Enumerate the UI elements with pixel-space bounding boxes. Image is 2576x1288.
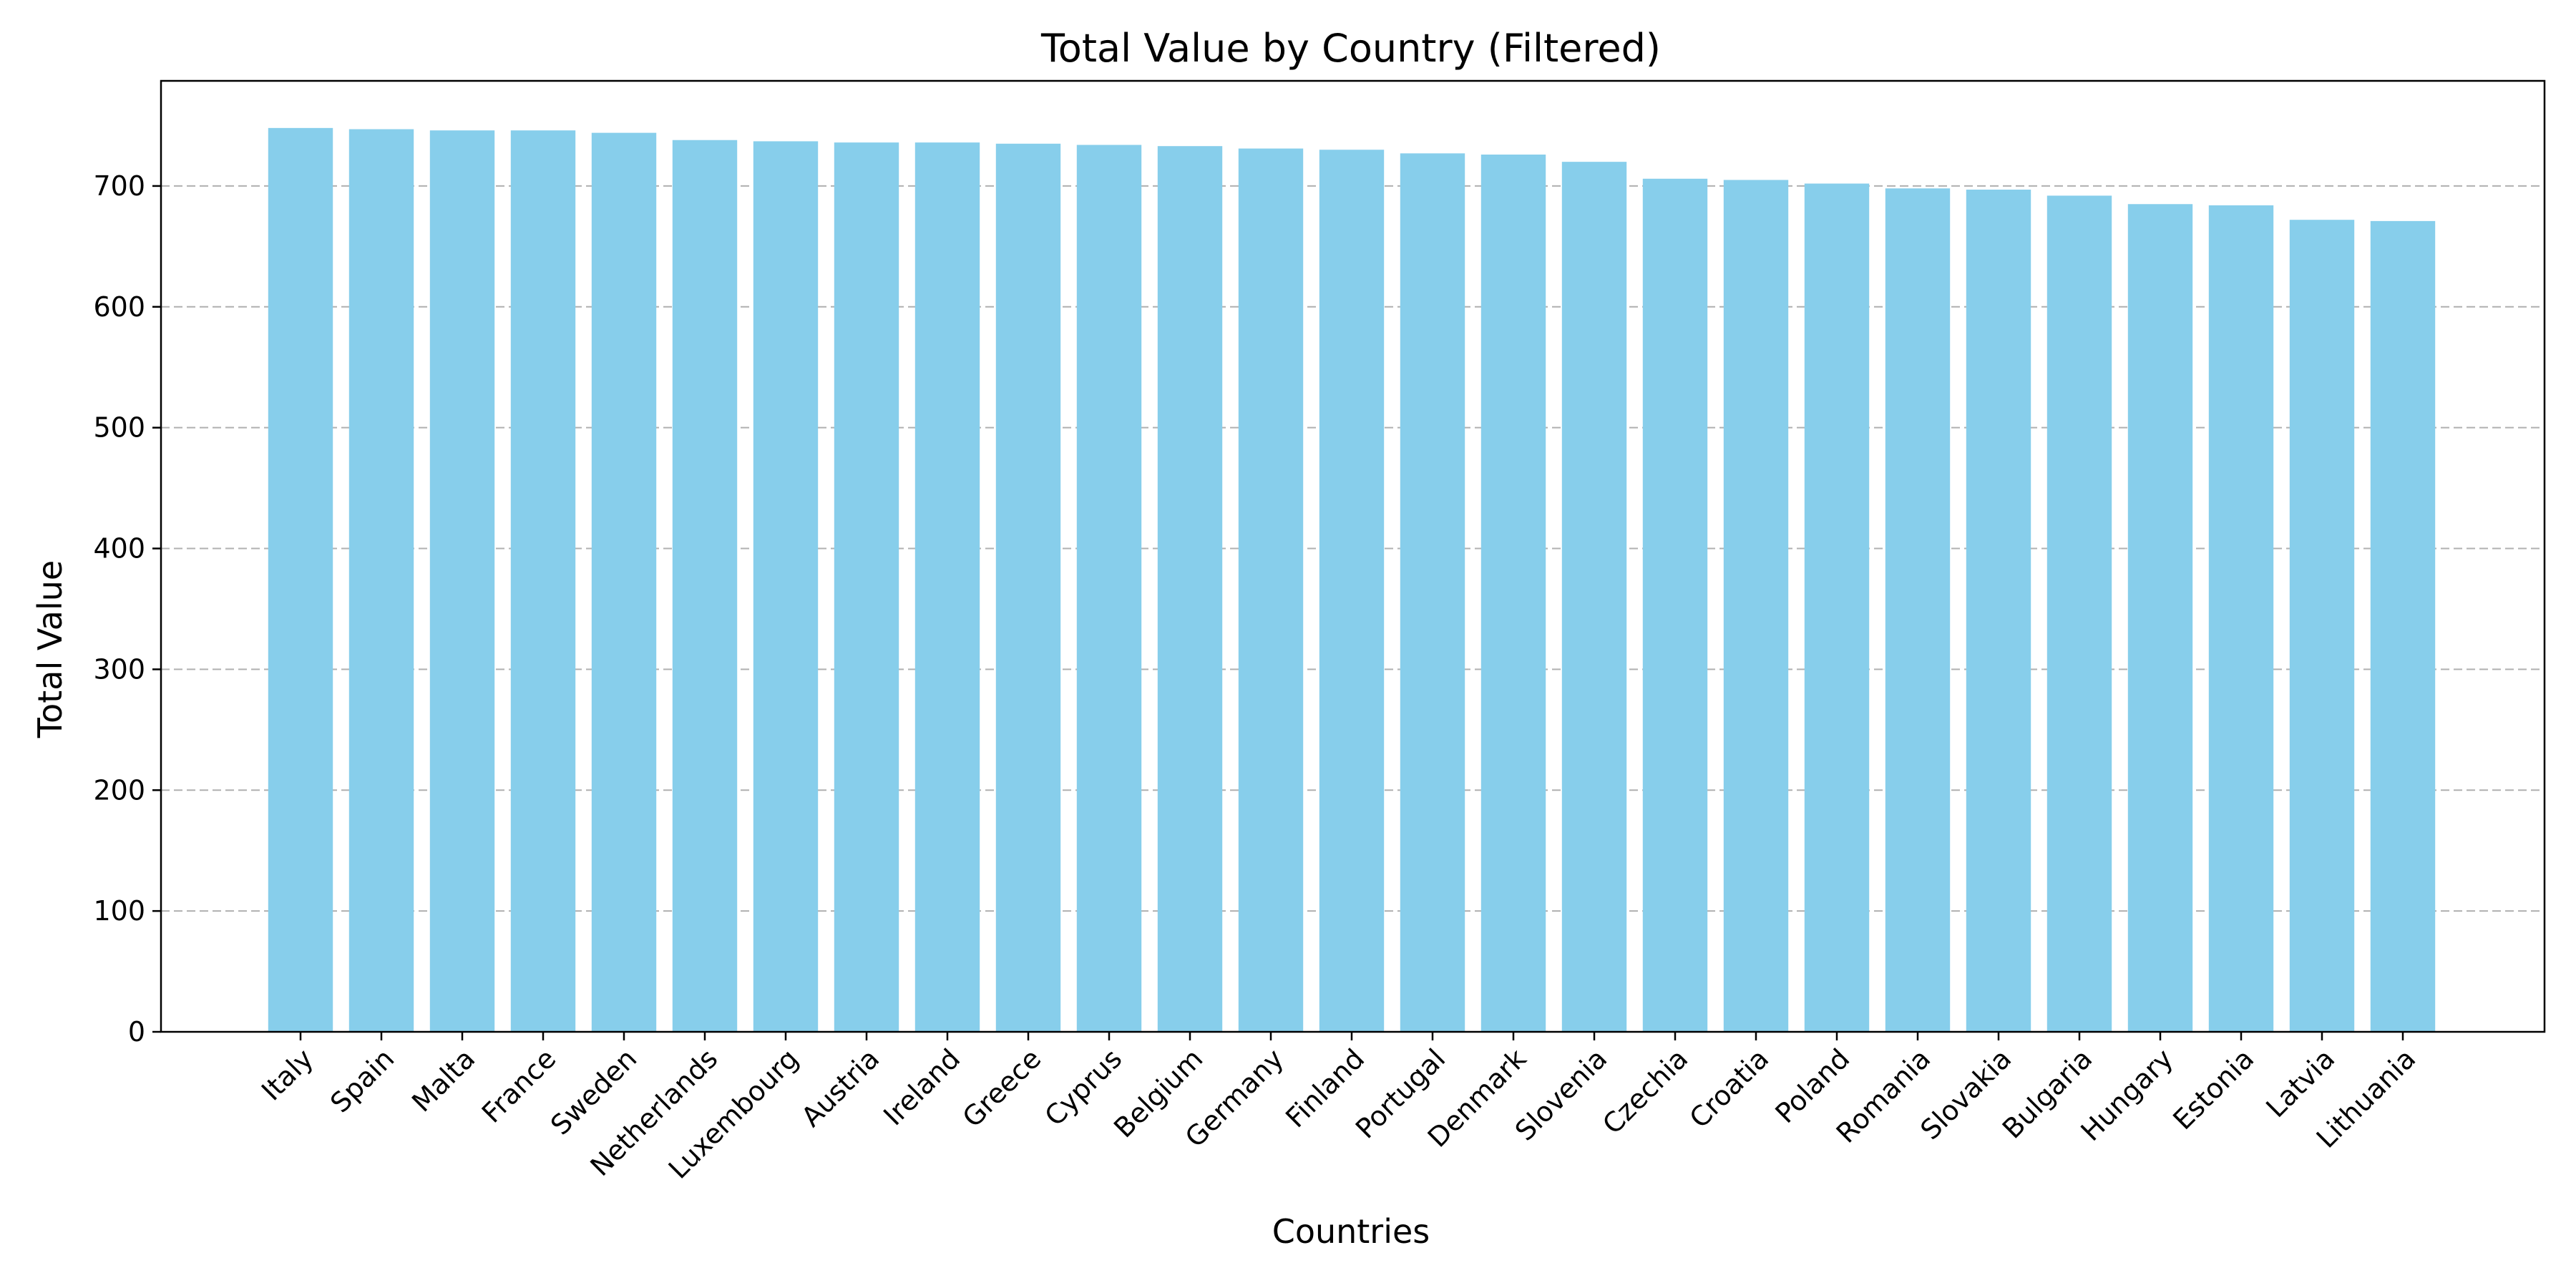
- bar-estonia: [2208, 205, 2274, 1033]
- bar-latvia: [2289, 220, 2355, 1033]
- bar-romania: [1885, 188, 1951, 1033]
- bar-france: [510, 130, 576, 1033]
- bar-slovakia: [1966, 189, 2031, 1033]
- bar-ireland: [914, 142, 980, 1032]
- bar-greece: [995, 143, 1061, 1032]
- x-tick-label: Italy: [255, 1043, 319, 1106]
- x-axis-ticks: Italy Spain MaltaFranceSwedenNetherlandsLu…: [255, 1032, 2421, 1185]
- bars: [268, 127, 2436, 1033]
- x-tick-label: Slovakia: [1914, 1043, 2017, 1146]
- bar-italy: [268, 127, 333, 1032]
- y-tick-label: 0: [128, 1016, 145, 1048]
- bar-poland: [1804, 183, 1870, 1032]
- x-tick-label: Czechia: [1596, 1043, 1694, 1140]
- bar-luxembourg: [753, 141, 819, 1032]
- bar-slovenia: [1561, 162, 1627, 1032]
- y-tick-label: 700: [93, 170, 145, 202]
- x-tick-label: Spain: [324, 1043, 400, 1118]
- bar-germany: [1238, 148, 1304, 1033]
- x-tick-label: Estonia: [2167, 1043, 2260, 1136]
- bar-portugal: [1400, 153, 1465, 1032]
- bar-sweden: [591, 132, 657, 1032]
- bar-denmark: [1480, 155, 1546, 1033]
- bar-netherlands: [672, 140, 738, 1033]
- bar-lithuania: [2370, 220, 2436, 1032]
- y-axis-ticks: 0 100 200 300 400 500 600 700: [93, 170, 161, 1048]
- bar-austria: [834, 142, 899, 1032]
- bar-finland: [1319, 150, 1385, 1033]
- bar-croatia: [1723, 180, 1789, 1033]
- y-tick-label: 400: [93, 533, 145, 565]
- x-tick-label: Latvia: [2260, 1043, 2341, 1123]
- x-tick-label: Malta: [406, 1043, 481, 1118]
- bar-malta: [429, 130, 495, 1033]
- bar-hungary: [2127, 204, 2193, 1033]
- bar-czechia: [1642, 178, 1708, 1033]
- y-tick-label: 600: [93, 291, 145, 323]
- y-tick-label: 100: [93, 895, 145, 927]
- x-axis-label: Countries: [1272, 1212, 1430, 1251]
- bar-spain: [348, 129, 414, 1033]
- x-tick-label: Croatia: [1684, 1043, 1775, 1134]
- x-tick-label: Austria: [795, 1043, 885, 1133]
- bar-cyprus: [1076, 145, 1142, 1033]
- chart-title: Total Value by Country (Filtered): [1040, 26, 1661, 71]
- bar-bulgaria: [2046, 195, 2112, 1032]
- y-tick-label: 500: [93, 412, 145, 444]
- x-tick-label: Ireland: [877, 1043, 966, 1131]
- plot-area-frame: [160, 79, 2546, 1033]
- y-tick-label: 300: [93, 653, 145, 685]
- y-tick-label: 200: [93, 774, 145, 806]
- bar-belgium: [1157, 146, 1223, 1032]
- y-axis-label: Total Value: [31, 560, 69, 738]
- x-tick-label: Greece: [957, 1043, 1048, 1133]
